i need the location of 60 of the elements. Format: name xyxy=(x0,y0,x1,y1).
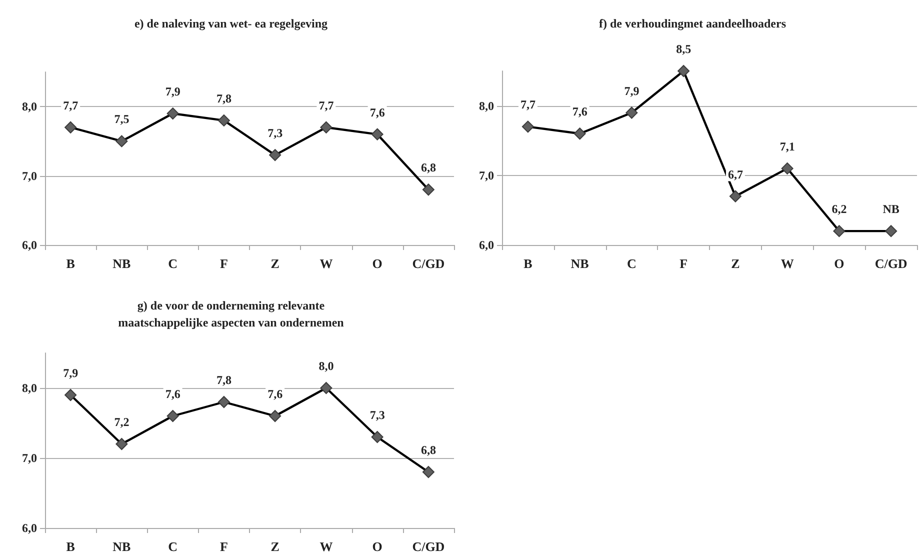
data-label: 6,7 xyxy=(728,167,743,182)
data-label: 7,6 xyxy=(165,387,180,401)
data-label: 7,7 xyxy=(318,98,334,112)
x-tick-label: W xyxy=(780,256,794,271)
data-label: 7,8 xyxy=(216,91,232,106)
data-label: 7,3 xyxy=(370,408,385,422)
data-label: 8,5 xyxy=(676,42,692,56)
chart-title: f) de verhoudingmet aandeelhoaders xyxy=(599,16,786,30)
x-tick-label: NB xyxy=(112,539,132,553)
data-label: 7,8 xyxy=(216,373,232,387)
x-tick-label: Z xyxy=(270,256,280,271)
x-tick-label: C/GD xyxy=(412,539,445,553)
data-label: 7,7 xyxy=(63,98,78,112)
data-label: 7,2 xyxy=(114,415,130,429)
data-label: 7,1 xyxy=(780,139,795,154)
data-label: 7,6 xyxy=(572,104,588,119)
y-tick-label: 6,0 xyxy=(479,238,494,252)
data-label: 7,6 xyxy=(370,105,385,120)
x-tick-label: C/GD xyxy=(412,256,445,271)
x-tick-label: B xyxy=(66,256,76,271)
x-tick-label: C xyxy=(626,256,636,271)
data-label: 7,5 xyxy=(114,112,130,126)
x-tick-label: Z xyxy=(270,539,280,553)
data-label: 6,8 xyxy=(420,443,436,457)
x-tick-label: O xyxy=(372,256,382,271)
x-tick-label: O xyxy=(834,256,844,271)
data-label: 7,9 xyxy=(624,84,640,98)
x-tick-label: C/GD xyxy=(874,256,908,271)
x-tick-label: F xyxy=(220,539,228,553)
x-tick-label: F xyxy=(220,256,228,271)
y-tick-label: 6,0 xyxy=(22,521,37,535)
y-tick-label: 7,0 xyxy=(22,168,37,183)
x-tick-label: B xyxy=(524,256,533,271)
data-label: 7,3 xyxy=(268,126,283,140)
y-tick-label: 8,0 xyxy=(479,98,494,113)
x-tick-label: NB xyxy=(570,256,590,271)
data-label: 7,9 xyxy=(165,84,180,99)
y-tick-label: 8,0 xyxy=(22,100,37,114)
x-tick-label: NB xyxy=(112,256,132,271)
x-tick-label: F xyxy=(680,256,688,271)
x-tick-label: B xyxy=(66,539,76,553)
y-tick-label: 7,0 xyxy=(479,168,494,182)
data-label: 8,0 xyxy=(318,359,334,373)
y-tick-label: 6,0 xyxy=(22,238,37,252)
data-label: 7,6 xyxy=(268,387,283,401)
chart-title: e) de naleving van wet- ea regelgeving xyxy=(134,16,328,30)
x-tick-label: O xyxy=(372,539,382,553)
data-label: 7,7 xyxy=(520,98,536,112)
data-label: 7,9 xyxy=(63,366,78,380)
data-label: NB xyxy=(882,202,900,216)
y-tick-label: 7,0 xyxy=(22,451,37,465)
chart-title: g) de voor de onderneming relevante maatschappelijke aspecten van ondernemen xyxy=(118,298,344,330)
data-label: 6,8 xyxy=(420,160,436,175)
x-tick-label: Z xyxy=(731,256,740,271)
x-tick-label: C xyxy=(168,539,178,553)
y-tick-label: 8,0 xyxy=(22,381,37,395)
data-label: 6,2 xyxy=(832,202,847,216)
x-tick-label: W xyxy=(320,256,333,271)
x-tick-label: W xyxy=(320,539,333,553)
x-tick-label: C xyxy=(168,256,178,271)
